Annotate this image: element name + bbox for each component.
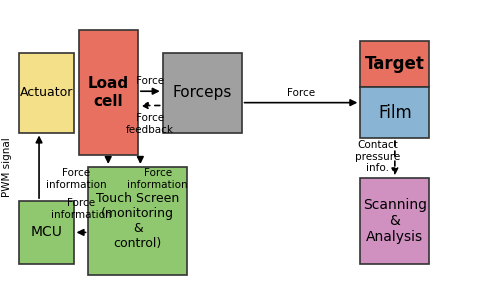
FancyBboxPatch shape xyxy=(360,41,430,87)
FancyBboxPatch shape xyxy=(20,201,74,264)
Text: Force: Force xyxy=(136,75,164,86)
Text: Target: Target xyxy=(365,55,425,73)
Text: Force: Force xyxy=(287,88,315,98)
Text: Load
cell: Load cell xyxy=(88,76,129,109)
Text: Force
feedback: Force feedback xyxy=(126,113,174,135)
Text: Touch Screen
(monitoring
&
control): Touch Screen (monitoring & control) xyxy=(96,192,180,250)
Text: PWM signal: PWM signal xyxy=(2,137,12,197)
FancyBboxPatch shape xyxy=(88,167,188,275)
Text: Scanning
&
Analysis: Scanning & Analysis xyxy=(363,198,427,244)
Text: MCU: MCU xyxy=(30,226,62,239)
Text: Force
information: Force information xyxy=(128,168,188,190)
FancyBboxPatch shape xyxy=(78,30,138,156)
Text: Forceps: Forceps xyxy=(172,85,232,100)
Text: Actuator: Actuator xyxy=(20,86,73,99)
Text: Force
information: Force information xyxy=(50,198,112,219)
Text: Film: Film xyxy=(378,104,412,122)
FancyBboxPatch shape xyxy=(162,53,242,132)
FancyBboxPatch shape xyxy=(360,178,430,264)
Text: Force
information: Force information xyxy=(46,168,106,190)
FancyBboxPatch shape xyxy=(360,87,430,138)
FancyBboxPatch shape xyxy=(20,53,74,132)
Text: Contact
pressure
info.: Contact pressure info. xyxy=(355,140,400,173)
